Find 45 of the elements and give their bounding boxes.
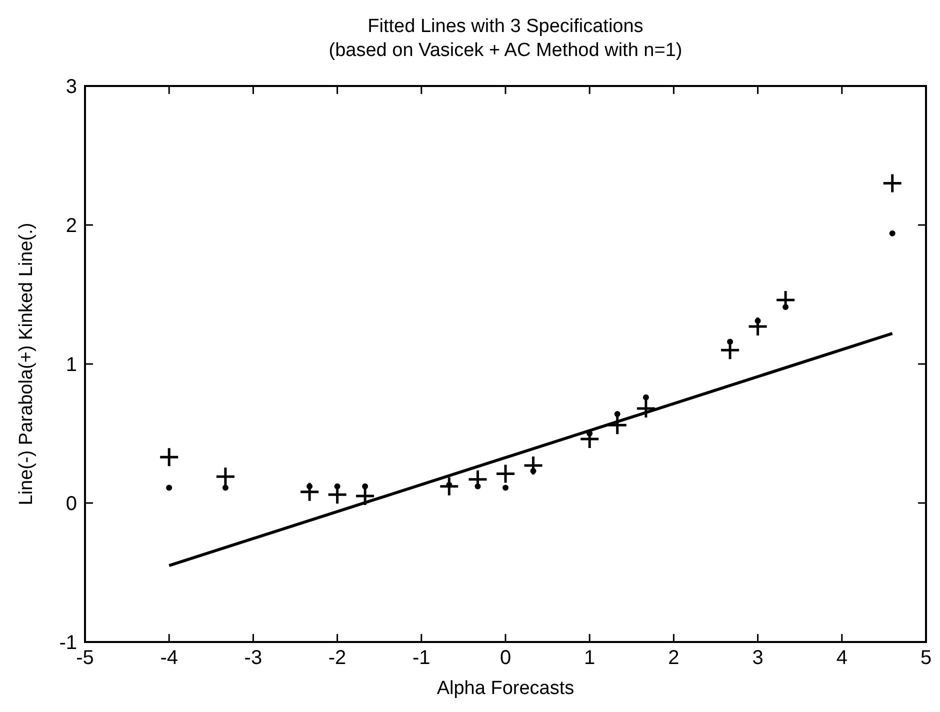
point xyxy=(306,483,313,490)
x-tick-label: -2 xyxy=(328,647,346,669)
point xyxy=(636,398,656,419)
point xyxy=(889,230,896,236)
point xyxy=(882,173,903,194)
x-tick-label: 4 xyxy=(836,647,848,669)
point xyxy=(362,483,368,490)
x-tick-label: -1 xyxy=(412,647,430,669)
point xyxy=(530,468,536,474)
point xyxy=(166,484,172,491)
point xyxy=(607,414,628,436)
point xyxy=(334,483,340,490)
point xyxy=(748,316,768,337)
point xyxy=(727,338,734,345)
point xyxy=(446,482,452,488)
point xyxy=(502,484,508,491)
point xyxy=(158,446,180,468)
y-tick-label: 0 xyxy=(66,493,77,515)
point xyxy=(495,464,516,484)
y-axis-title: Line(-) Parabola(+) Kinked Line(.) xyxy=(16,222,37,506)
chart-subtitle: (based on Vasicek + AC Method with n=1) xyxy=(328,40,682,61)
point xyxy=(523,455,544,476)
point xyxy=(754,318,761,324)
point xyxy=(474,483,481,490)
x-tick-label: -3 xyxy=(244,647,262,669)
y-tick-label: -1 xyxy=(59,632,77,654)
x-tick-label: -5 xyxy=(76,647,94,669)
y-tick-label: 2 xyxy=(66,215,77,237)
chart-title: Fitted Lines with 3 Specifications xyxy=(368,16,644,37)
point xyxy=(782,304,789,310)
x-tick-label: 5 xyxy=(920,647,932,669)
point xyxy=(215,466,236,487)
point xyxy=(642,394,649,400)
y-tick-label: 3 xyxy=(66,76,77,98)
x-tick-label: -4 xyxy=(160,647,178,669)
point xyxy=(299,482,320,502)
x-tick-label: 3 xyxy=(752,647,764,669)
y-tick-label: 1 xyxy=(66,354,77,376)
x-tick-label: 2 xyxy=(668,647,680,669)
point xyxy=(438,476,460,497)
x-axis-title: Alpha Forecasts xyxy=(436,678,574,699)
point xyxy=(614,411,620,418)
x-tick-label: 1 xyxy=(584,647,596,669)
x-tick-label: 0 xyxy=(500,647,512,669)
point xyxy=(222,484,228,491)
